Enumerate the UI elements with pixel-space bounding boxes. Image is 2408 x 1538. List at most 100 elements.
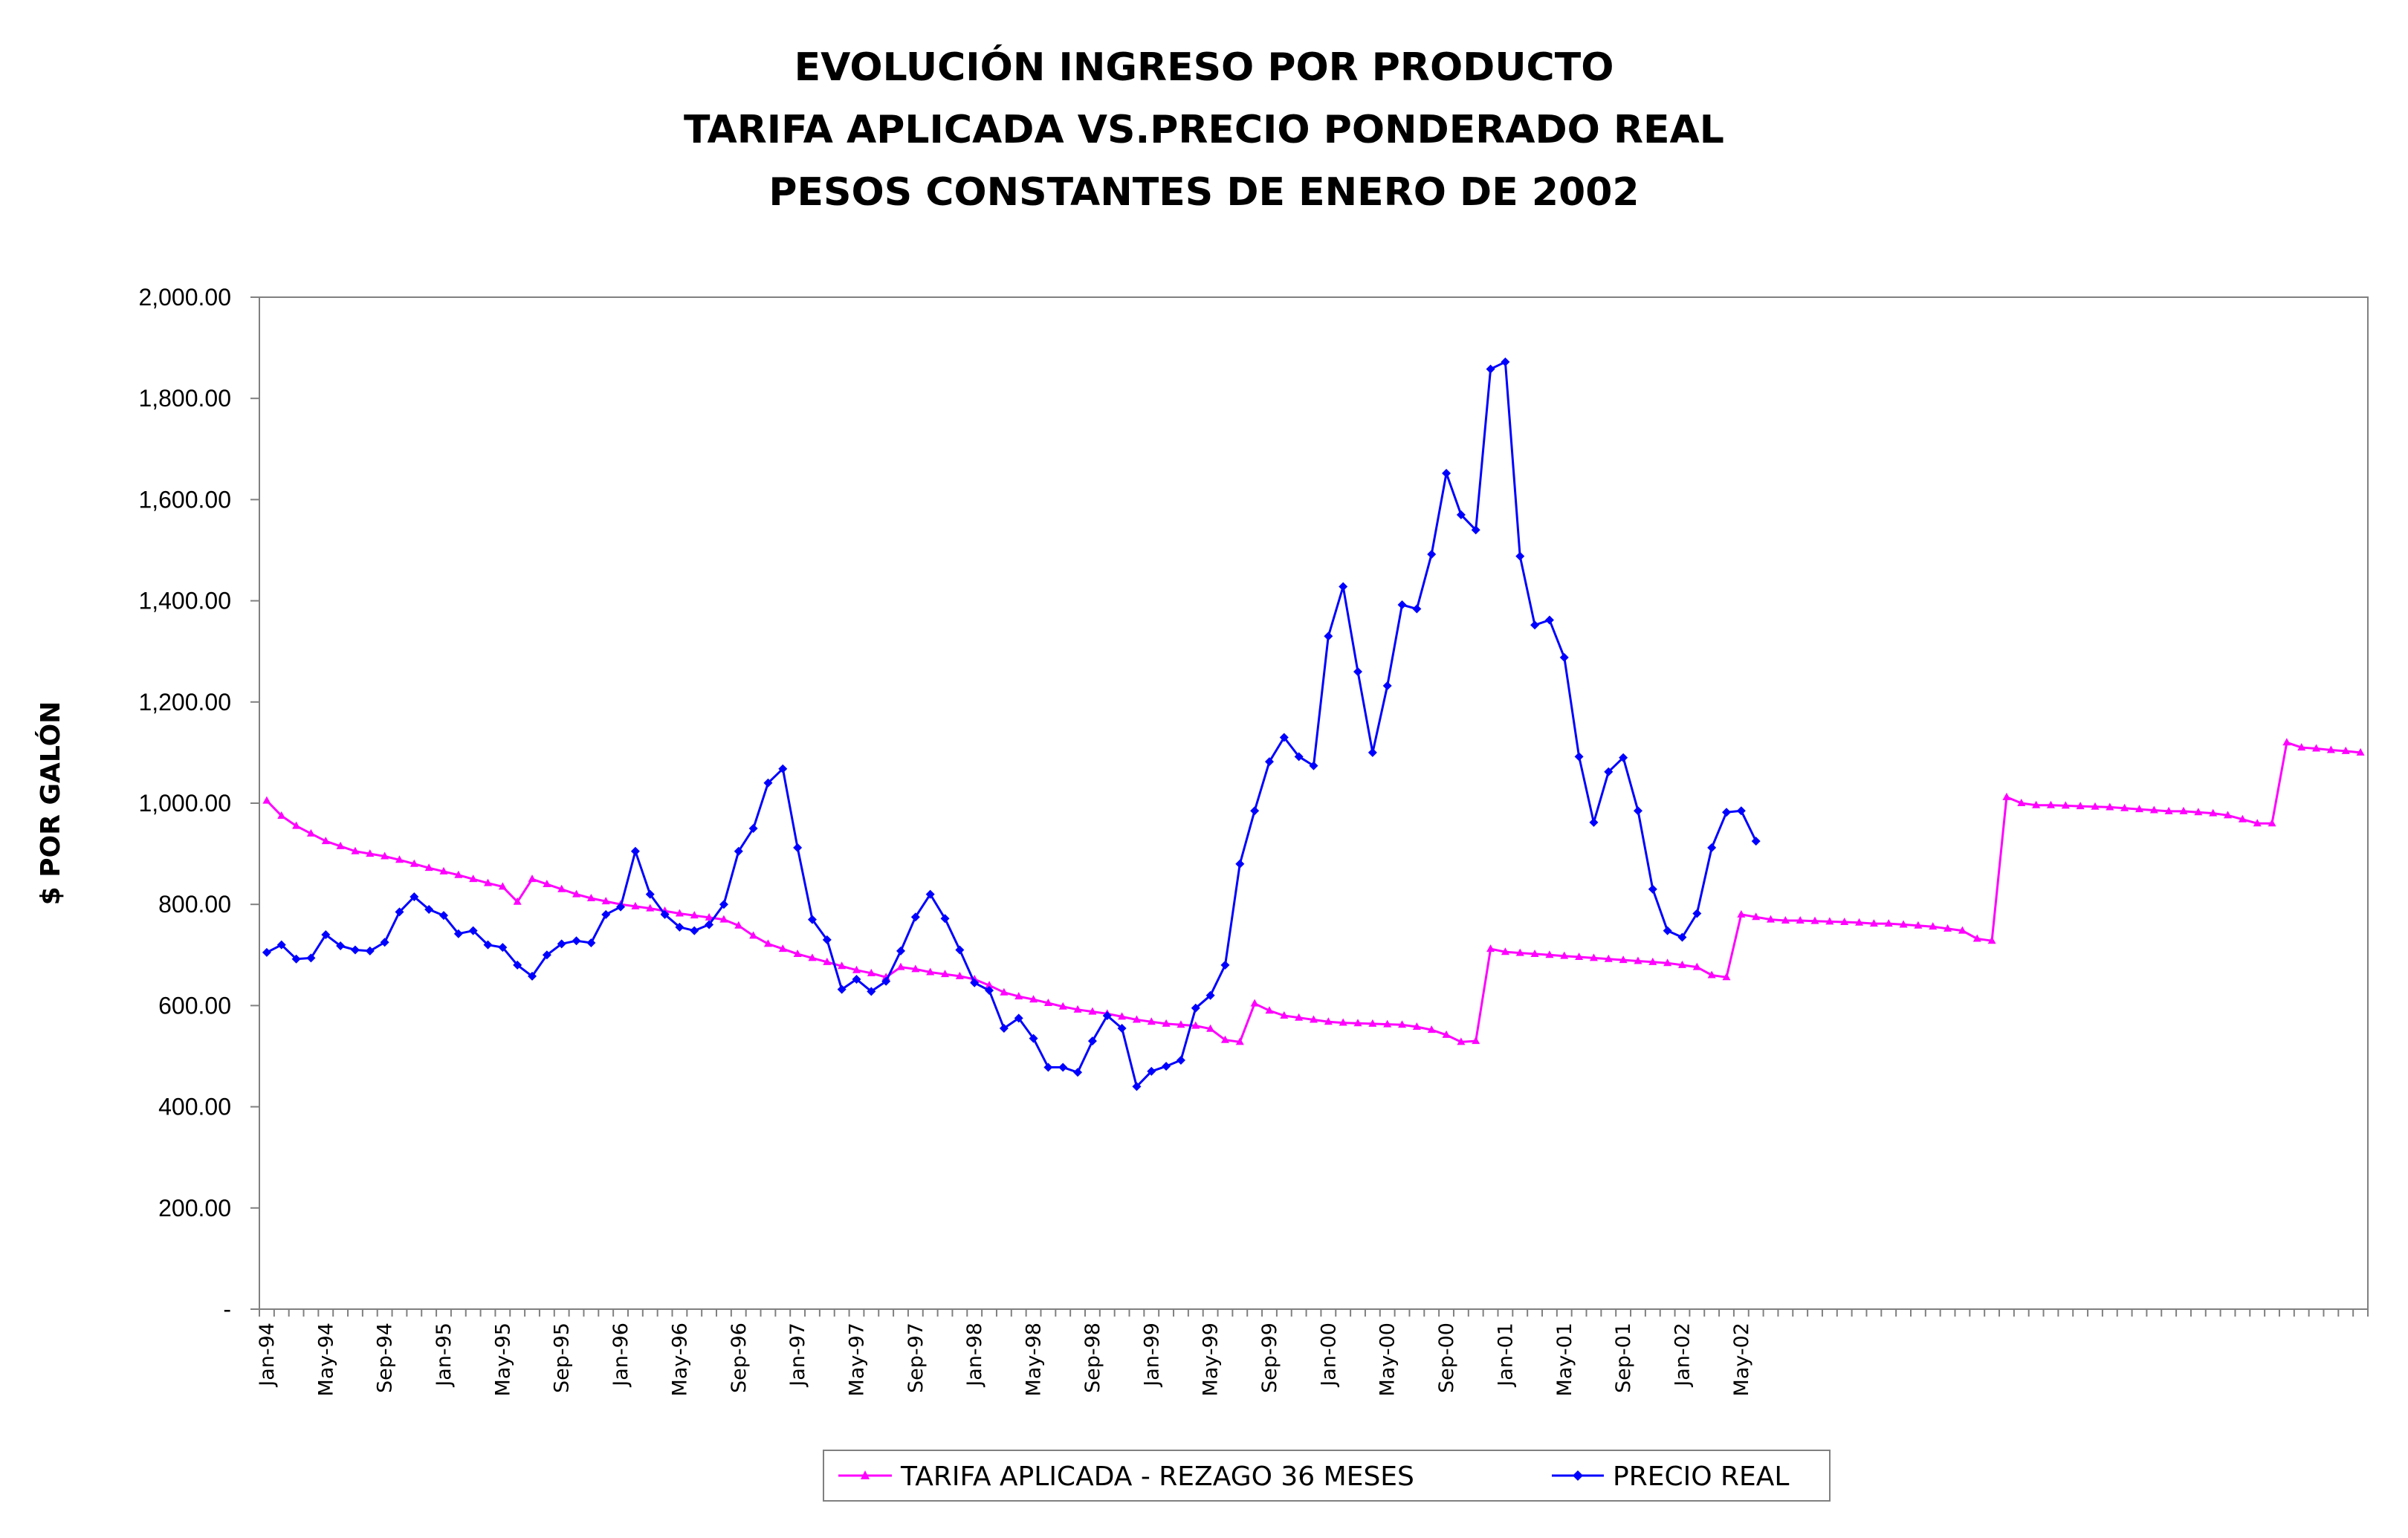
data-point (1412, 1022, 1421, 1031)
data-point (1721, 808, 1731, 817)
data-point (1073, 1068, 1083, 1077)
data-point (1043, 1062, 1053, 1072)
data-point (1899, 920, 1908, 928)
data-point (985, 981, 994, 989)
legend: TARIFA APLICADA - REZAGO 36 MESES PRECIO… (823, 1450, 1831, 1502)
data-point (350, 945, 360, 955)
data-point (1604, 767, 1614, 776)
x-tick-label: May-96 (668, 1323, 691, 1396)
y-tick-label: - (223, 1296, 231, 1323)
data-point (1397, 600, 1407, 610)
data-point (483, 940, 493, 950)
x-tick-label: Jan-01 (1494, 1323, 1517, 1388)
y-tick-label: 1,400.00 (138, 588, 231, 614)
data-point (2032, 800, 2041, 808)
data-point (306, 953, 316, 963)
x-tick-label: Jan-95 (433, 1323, 456, 1388)
data-point (542, 950, 551, 960)
data-point (675, 909, 684, 917)
data-point (336, 941, 346, 951)
data-point (1515, 551, 1525, 561)
legend-tarifa-marker (861, 1470, 870, 1479)
data-point (395, 907, 404, 917)
data-point (513, 897, 522, 905)
data-point (424, 863, 433, 872)
data-point (572, 936, 581, 946)
x-tick-label: Sep-99 (1258, 1323, 1281, 1393)
data-point (1559, 652, 1569, 662)
data-point (439, 866, 448, 875)
data-point (675, 922, 684, 932)
data-point (631, 901, 640, 909)
data-point (1707, 970, 1716, 979)
data-point (1058, 1062, 1068, 1072)
data-point (1767, 915, 1776, 923)
data-point (1825, 917, 1834, 925)
data-point (645, 889, 655, 899)
data-point (940, 914, 950, 924)
data-point (438, 911, 448, 921)
data-point (336, 841, 345, 849)
x-tick-label: Sep-96 (728, 1323, 751, 1393)
data-point (321, 837, 330, 845)
data-point (1530, 949, 1539, 957)
data-point (2253, 819, 2262, 827)
data-point (734, 921, 743, 929)
x-tick-label: Sep-98 (1081, 1323, 1104, 1393)
x-tick-label: Jan-98 (963, 1323, 986, 1388)
x-tick-label: Sep-94 (374, 1323, 397, 1393)
x-tick-label: May-97 (845, 1323, 868, 1396)
data-point (2149, 805, 2158, 814)
data-point (1648, 884, 1657, 894)
data-point (1530, 620, 1540, 630)
data-point (1707, 843, 1717, 852)
data-point (1442, 1030, 1451, 1038)
data-point (1043, 998, 1052, 1006)
data-point (262, 796, 271, 804)
x-tick-label: May-01 (1553, 1323, 1576, 1396)
data-point (1737, 909, 1746, 918)
data-point (2106, 802, 2114, 811)
data-point (807, 915, 817, 924)
data-point (1501, 947, 1509, 955)
data-point (498, 943, 508, 953)
data-point (1442, 468, 1451, 478)
data-point (1634, 956, 1642, 964)
data-point (1309, 761, 1318, 770)
x-tick-label: Sep-01 (1612, 1323, 1635, 1393)
y-tick-label: 200.00 (158, 1195, 231, 1221)
data-point (1736, 806, 1746, 816)
data-point (1073, 1005, 1082, 1013)
data-point (793, 949, 802, 957)
data-point (1633, 806, 1642, 816)
x-tick-label: May-00 (1376, 1323, 1399, 1396)
data-point (1604, 954, 1613, 962)
data-point (1000, 987, 1009, 996)
y-tick-label: 1,800.00 (138, 385, 231, 412)
data-point (1250, 999, 1259, 1007)
y-tick-label: 1,200.00 (138, 689, 231, 716)
data-point (2297, 743, 2306, 751)
x-tick-label: Sep-97 (904, 1323, 928, 1393)
data-point (1220, 1035, 1229, 1043)
data-point (1544, 615, 1554, 625)
data-point (321, 930, 331, 940)
data-point (454, 870, 463, 878)
data-point (2341, 746, 2350, 754)
data-point (1235, 859, 1245, 869)
data-point (601, 897, 610, 905)
data-point (808, 953, 817, 961)
data-point (970, 978, 980, 987)
data-point (410, 892, 419, 901)
data-point (896, 962, 905, 970)
x-tick-label: May-99 (1200, 1323, 1223, 1396)
data-point (867, 968, 876, 976)
data-point (910, 912, 920, 922)
data-point (1324, 632, 1333, 641)
data-point (1088, 1007, 1097, 1015)
data-point (748, 824, 758, 834)
data-point (2268, 819, 2276, 827)
data-point (1456, 510, 1466, 519)
data-point (1810, 916, 1819, 924)
